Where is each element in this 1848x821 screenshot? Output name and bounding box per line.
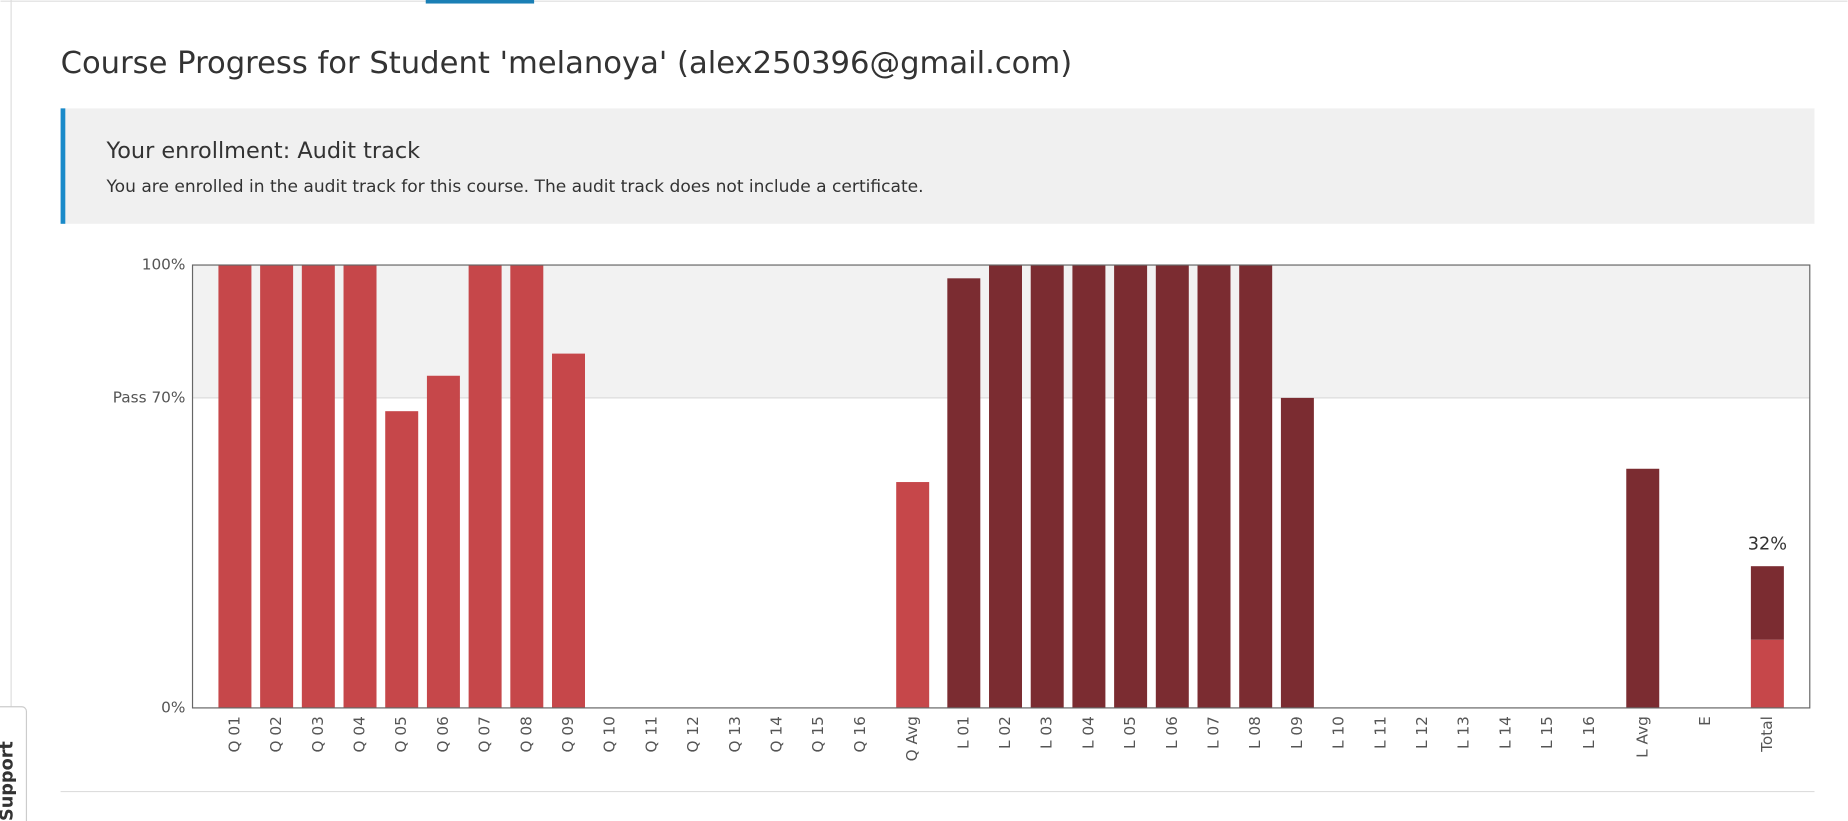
chart: 0% Pass 70% 100% Q 01 Q 02 Q 03 Q 04 Q 05 Q 06 Q … [113, 256, 1811, 761]
x-tick-label: L 06 [1163, 716, 1181, 749]
x-tick-label: L 05 [1121, 716, 1139, 749]
x-tick-label: L 04 [1079, 716, 1097, 749]
y-tick-label: 100% [142, 256, 186, 274]
bar [301, 265, 335, 708]
x-tick-label: Q 08 [517, 716, 535, 752]
bar [426, 375, 460, 708]
x-tick-label: Q 05 [392, 716, 410, 752]
x-tick-label: Q 13 [726, 716, 744, 752]
x-tick-label: Q 11 [642, 716, 660, 752]
bar [896, 482, 930, 708]
x-tick-label: L 16 [1580, 716, 1598, 749]
x-tick-label: Q 02 [267, 716, 285, 752]
bar [343, 265, 377, 708]
x-tick-label: Q 16 [851, 716, 869, 752]
x-tick-label: Q 01 [225, 716, 243, 752]
support-label[interactable]: Support [0, 741, 17, 821]
x-tick-label: Q 10 [601, 716, 619, 752]
x-tick-label: L 12 [1413, 716, 1431, 749]
x-tick-label: Q 03 [309, 716, 327, 752]
active-tab [425, 0, 535, 4]
x-tick-label: L 07 [1205, 716, 1223, 749]
bar [1239, 265, 1273, 708]
bar [1072, 265, 1106, 708]
x-tick-label: L 02 [996, 716, 1014, 749]
bar [1030, 265, 1064, 708]
bar [385, 411, 419, 708]
x-tick-label: Q 09 [559, 716, 577, 752]
x-tick-label: L 13 [1455, 716, 1473, 749]
x-tick-label: L 09 [1288, 716, 1306, 749]
x-tick-label: L 03 [1038, 716, 1056, 749]
y-tick-label: 0% [161, 698, 185, 716]
bar [260, 265, 294, 708]
bar [1155, 265, 1189, 708]
x-tick-label: L 15 [1538, 716, 1556, 749]
x-tick-label: L 01 [954, 716, 972, 749]
x-tick-label: Q 14 [767, 716, 785, 752]
notice-box [60, 108, 1815, 224]
bar [510, 265, 544, 708]
total-label: 32% [1748, 535, 1787, 555]
bar [947, 278, 981, 708]
bar [1626, 468, 1660, 708]
x-tick-label: E [1696, 716, 1714, 726]
x-tick-label: L Avg [1633, 716, 1651, 758]
bar [552, 353, 585, 708]
x-tick-label: L 14 [1496, 716, 1514, 749]
x-tick-label: L 11 [1371, 716, 1389, 749]
x-tick-label: L 08 [1246, 716, 1264, 749]
notice-title: Your enrollment: Audit track [106, 138, 421, 164]
bar [468, 265, 502, 708]
x-tick-label: Total [1758, 716, 1776, 753]
notice-accent [60, 108, 66, 224]
bar [1280, 397, 1314, 708]
x-tick-label: Q 12 [684, 716, 702, 752]
x-tick-label: Q 15 [809, 716, 827, 752]
y-tick-label: Pass 70% [113, 388, 186, 406]
bar [1114, 265, 1148, 708]
bar [989, 265, 1023, 708]
notice-text: You are enrolled in the audit track for … [106, 177, 924, 197]
plot-frame [191, 264, 1811, 709]
bar [1750, 639, 1784, 708]
support-tab[interactable] [0, 706, 28, 821]
x-tick-label: Q Avg [903, 716, 921, 761]
bar [1750, 566, 1784, 640]
x-tick-label: Q 07 [476, 716, 494, 752]
page-title: Course Progress for Student 'melanoya' (… [61, 46, 1073, 81]
bar [218, 265, 252, 708]
x-tick-label: Q 06 [434, 716, 452, 752]
x-tick-label: Q 04 [351, 716, 369, 752]
x-tick-label: L 10 [1330, 716, 1348, 749]
bar [1197, 265, 1231, 708]
